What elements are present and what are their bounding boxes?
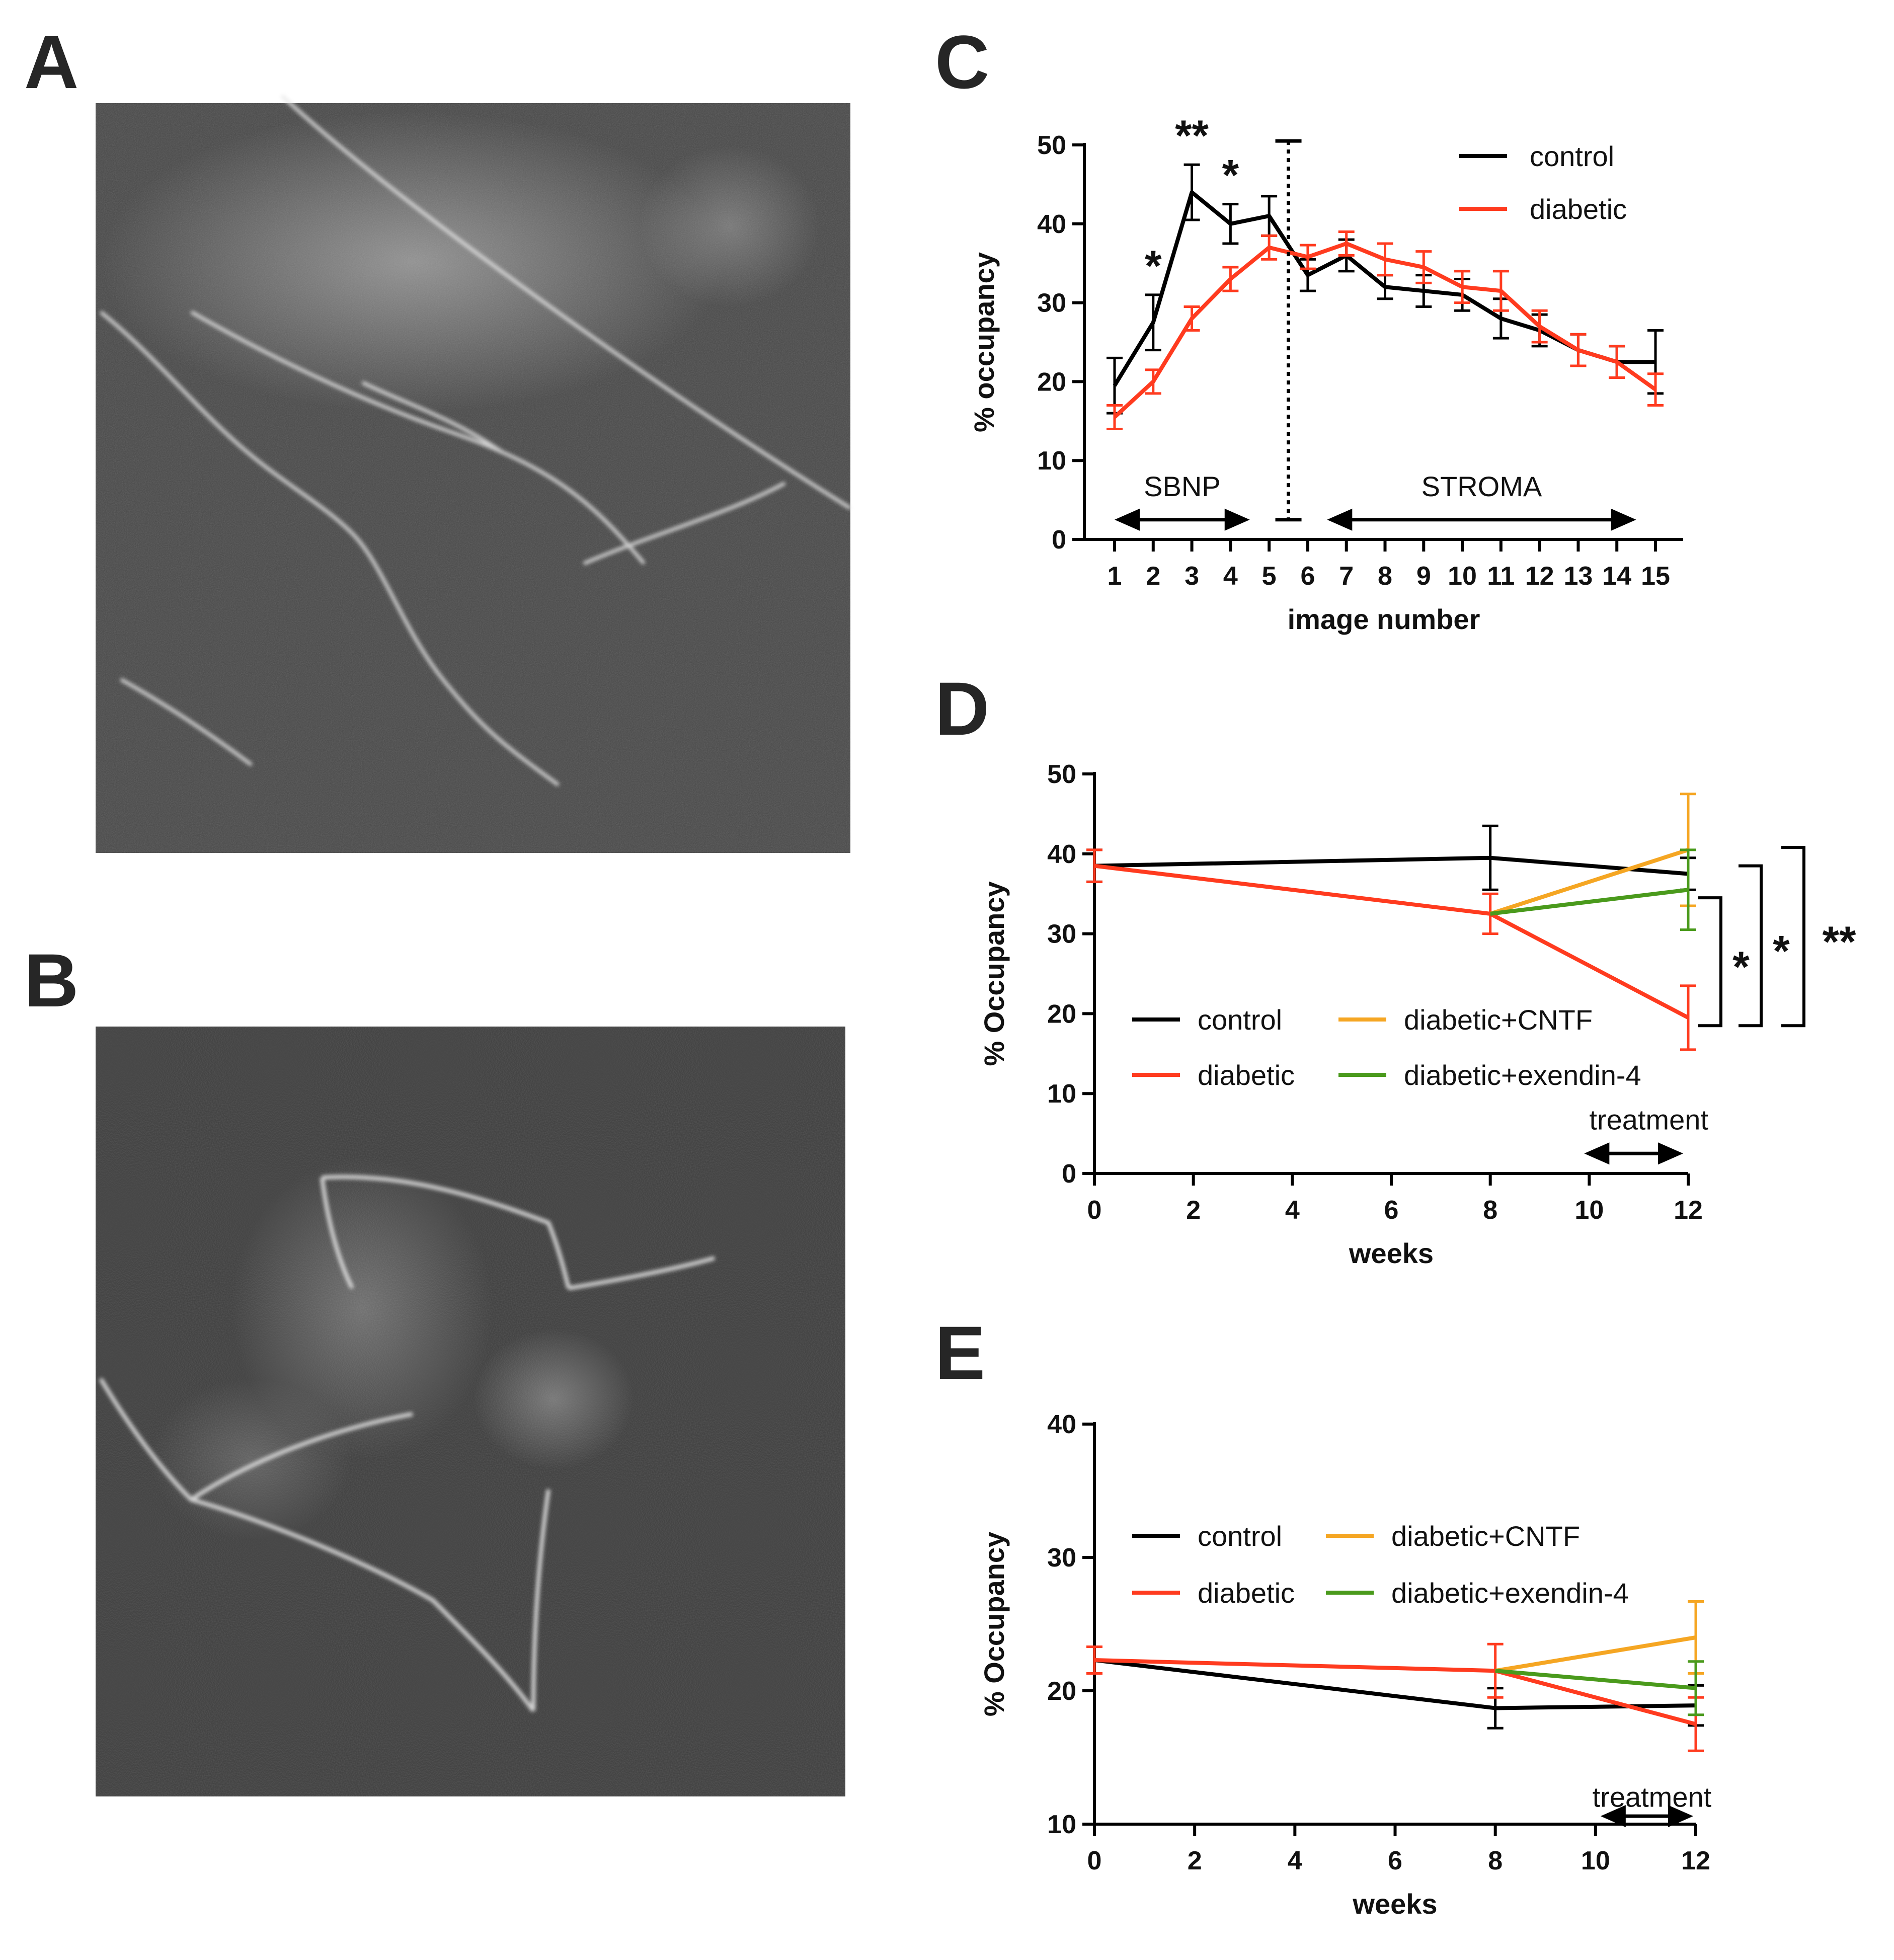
legend-label: diabetic+exendin-4 (1404, 1059, 1641, 1091)
x-tick-label: 4 (1288, 1846, 1302, 1875)
significance-star: ** (1175, 112, 1209, 160)
legend-label: diabetic (1530, 193, 1627, 225)
region-arrow-head-left (1327, 508, 1353, 531)
y-tick-label: 20 (1047, 1677, 1076, 1706)
x-tick-label: 10 (1581, 1846, 1610, 1875)
y-tick-label: 50 (1047, 760, 1076, 789)
x-tick-label: 12 (1681, 1846, 1710, 1875)
legend-label: control (1198, 1520, 1282, 1552)
panel-letter-e: E (935, 1310, 985, 1395)
series-line-control (1094, 855, 1689, 876)
legend-label: diabetic (1198, 1577, 1295, 1609)
significance-bracket (1698, 896, 1722, 1028)
x-tick-label: 2 (1188, 1846, 1202, 1875)
treatment-arrow-head-left (1600, 1805, 1626, 1828)
significance-star: * (1145, 242, 1162, 290)
y-tick-label: 30 (1047, 920, 1076, 949)
y-tick-label: 10 (1047, 1810, 1076, 1839)
x-axis-title: image number (1288, 603, 1480, 635)
x-tick-label: 2 (1146, 562, 1160, 591)
panel-letter-d: D (935, 666, 989, 751)
y-tick-label: 20 (1037, 367, 1066, 397)
legend-label: diabetic+exendin-4 (1391, 1577, 1629, 1609)
region-label: SBNP (1144, 471, 1221, 502)
x-tick-label: 0 (1087, 1846, 1102, 1875)
x-tick-label: 4 (1223, 562, 1238, 591)
x-tick-label: 12 (1674, 1196, 1703, 1225)
y-tick-label: 40 (1037, 210, 1066, 239)
x-tick-label: 8 (1488, 1846, 1503, 1875)
x-tick-label: 2 (1186, 1196, 1201, 1225)
x-tick-label: 8 (1483, 1196, 1497, 1225)
treatment-arrow-head-right (1658, 1142, 1683, 1165)
y-tick-label: 30 (1047, 1543, 1076, 1573)
series-line-diabetic+exendin-4 (1495, 1669, 1696, 1690)
panel-letter-a: A (24, 20, 78, 104)
legend-label: control (1198, 1004, 1282, 1036)
series-line-diabetic (1094, 864, 1689, 1020)
treatment-arrow-head-right (1668, 1805, 1693, 1828)
chart-e: 10 20 30 40 0 2 4 6 8 10 12 weeks % Occupancy control… (978, 1410, 1712, 1920)
y-axis-title: % Occupancy (978, 1532, 1010, 1716)
legend-label: control (1530, 140, 1614, 172)
x-tick-label: 8 (1378, 562, 1392, 591)
significance-star: * (1732, 943, 1750, 991)
x-tick-label: 13 (1564, 562, 1593, 591)
y-tick-label: 50 (1037, 131, 1066, 160)
treatment-label: treatment (1593, 1781, 1712, 1813)
legend-label: diabetic+CNTF (1404, 1004, 1593, 1036)
significance-bracket (1781, 846, 1805, 1028)
x-tick-label: 6 (1388, 1846, 1402, 1875)
series-line-diabetic+CNTF (1489, 848, 1689, 916)
x-tick-label: 11 (1487, 562, 1515, 591)
region-arrow-head-right (1611, 508, 1636, 531)
y-tick-label: 0 (1052, 525, 1066, 555)
treatment-label: treatment (1589, 1104, 1708, 1136)
micrograph-b (96, 1027, 845, 1796)
treatment-arrow-head-left (1584, 1142, 1610, 1165)
x-tick-label: 10 (1448, 562, 1477, 591)
x-tick-label: 9 (1416, 562, 1431, 591)
x-tick-label: 7 (1339, 562, 1354, 591)
y-tick-label: 40 (1047, 840, 1076, 869)
region-arrow-head-right (1224, 508, 1250, 531)
significance-star: * (1773, 927, 1790, 975)
x-tick-label: 14 (1602, 562, 1631, 591)
x-tick-label: 6 (1384, 1196, 1399, 1225)
chart-d: 0 10 20 30 40 50 0 2 4 6 8 10 12 weeks % Occupancy cont… (978, 760, 1856, 1269)
y-tick-label: 10 (1047, 1079, 1076, 1109)
x-tick-label: 10 (1574, 1196, 1604, 1225)
x-tick-label: 15 (1641, 562, 1670, 591)
region-arrow-head-left (1115, 508, 1140, 531)
x-tick-label: 3 (1185, 562, 1199, 591)
y-tick-label: 10 (1037, 446, 1066, 476)
x-tick-label: 4 (1285, 1196, 1300, 1225)
y-axis-title: % occupancy (968, 252, 1000, 432)
series-line-diabetic+exendin-4 (1490, 888, 1689, 916)
y-axis-title: % Occupancy (978, 881, 1010, 1066)
series-line-diabetic+CNTF (1495, 1635, 1696, 1673)
x-tick-label: 0 (1087, 1196, 1102, 1225)
significance-star: ** (1823, 918, 1856, 966)
x-axis-title: weeks (1352, 1888, 1437, 1920)
x-tick-label: 1 (1108, 562, 1122, 591)
panel-letter-c: C (935, 20, 989, 104)
y-tick-label: 30 (1037, 289, 1066, 318)
x-axis-title: weeks (1349, 1237, 1434, 1269)
y-tick-label: 40 (1047, 1410, 1076, 1439)
legend-label: diabetic+CNTF (1391, 1520, 1580, 1552)
x-tick-label: 5 (1262, 562, 1277, 591)
y-tick-label: 0 (1062, 1159, 1076, 1189)
significance-bracket (1739, 864, 1763, 1028)
significance-star: * (1222, 151, 1239, 200)
x-tick-label: 12 (1525, 562, 1554, 591)
panel-letter-b: B (24, 938, 78, 1023)
micrograph-a (96, 94, 851, 853)
x-tick-label: 6 (1300, 562, 1315, 591)
y-tick-label: 20 (1047, 999, 1076, 1029)
legend-label: diabetic (1198, 1059, 1295, 1091)
region-label: STROMA (1422, 471, 1542, 502)
